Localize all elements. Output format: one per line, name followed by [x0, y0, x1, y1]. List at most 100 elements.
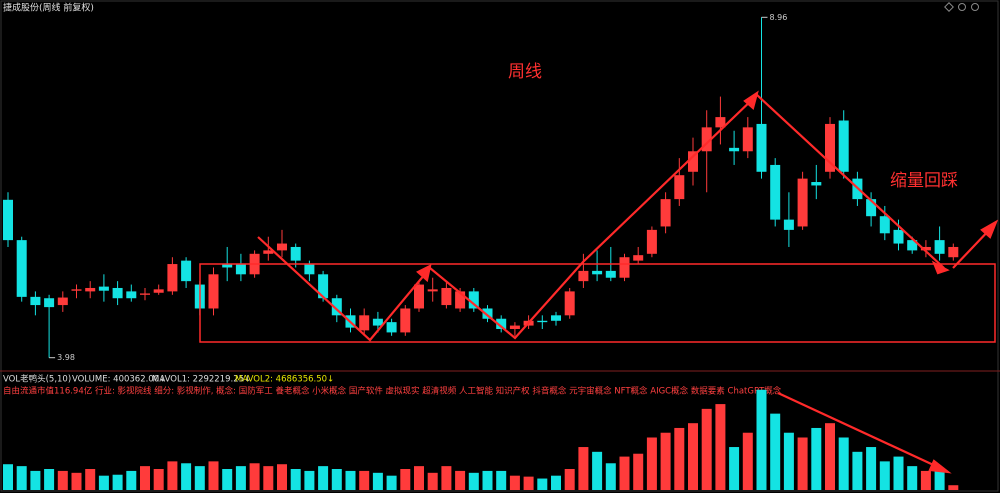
volume-bar: [16, 466, 27, 490]
volume-bar: [523, 476, 534, 490]
low-label: 3.98: [57, 353, 75, 362]
candle-body: [729, 147, 740, 152]
indicator-value: MAVOL2: 4686356.50↓: [235, 375, 334, 385]
candle-body: [907, 240, 918, 251]
candle-body: [537, 320, 548, 323]
arrowhead: [743, 90, 759, 110]
volume-bar: [660, 432, 671, 490]
volume-bar: [85, 469, 96, 490]
volume-bar: [441, 466, 452, 490]
candle-body: [98, 286, 109, 291]
candle-body: [304, 264, 315, 275]
candle-body: [44, 298, 55, 308]
candle-body: [646, 229, 657, 254]
volume-bar: [701, 408, 712, 490]
candle-body: [756, 123, 767, 172]
volume-bar: [290, 469, 301, 490]
candle-body: [838, 120, 849, 172]
candle-body: [85, 287, 96, 292]
candle-body: [578, 270, 589, 282]
candle-body: [619, 257, 630, 278]
volume-bar: [646, 437, 657, 490]
volume-bar: [729, 447, 740, 490]
candle-body: [660, 199, 671, 227]
candle-body: [290, 246, 301, 261]
candle-body: [605, 270, 616, 278]
volume-bar: [619, 456, 630, 490]
candle-body: [222, 264, 233, 268]
volume-bar: [126, 470, 137, 490]
volume-bar: [715, 404, 726, 490]
volume-bar: [742, 432, 753, 490]
candle-body: [57, 297, 68, 306]
candle-body: [509, 325, 520, 329]
candle-body: [825, 123, 835, 172]
candle-body: [482, 308, 493, 319]
volume-bar: [838, 437, 849, 490]
candle-body: [359, 315, 370, 331]
marks: 8.96 3.98: [3, 13, 959, 490]
candle-body: [948, 246, 959, 258]
candle-body: [153, 289, 164, 293]
drawings: [199, 90, 999, 474]
volume-bar: [3, 464, 13, 490]
volume-bar: [181, 463, 192, 490]
volume-bar: [372, 472, 383, 490]
volume-bar: [893, 456, 904, 490]
icon[interactable]: [958, 3, 966, 11]
candle-body: [701, 127, 712, 152]
volume-bar: [934, 469, 945, 490]
candle-body: [715, 117, 726, 128]
candle-body: [811, 182, 822, 186]
candle-body: [920, 246, 931, 251]
candle-body: [263, 250, 274, 254]
candle-body: [742, 127, 753, 152]
candle-body: [3, 199, 13, 241]
volume-bar: [167, 461, 178, 490]
indicator-name: VOL老鸭头(5,10): [3, 374, 71, 385]
icon[interactable]: [944, 2, 954, 12]
icon[interactable]: [971, 3, 979, 11]
candle-body: [372, 318, 383, 326]
volume-bar: [318, 466, 329, 490]
volume-bar: [783, 432, 794, 490]
info-line: 自由流通市值116.94亿 行业: 影视院线 细分: 影视制作, 概念: 国防军…: [3, 386, 782, 397]
volume-bar: [359, 470, 370, 490]
volume-bar: [277, 464, 287, 490]
candle-body: [126, 291, 137, 299]
volume-bar: [551, 475, 561, 490]
candle-body: [633, 255, 644, 261]
candle-body: [879, 216, 890, 234]
candle-body: [496, 318, 507, 329]
candle-body: [441, 287, 452, 306]
volume-bar: [331, 469, 342, 490]
candle-body: [16, 240, 27, 297]
volume-bar: [71, 472, 82, 490]
annotation: 周线: [508, 62, 542, 82]
candle-body: [797, 178, 808, 227]
candle-body: [934, 240, 945, 254]
candle-body: [770, 164, 781, 220]
volume-bar: [688, 423, 698, 490]
volume-bar: [208, 461, 219, 490]
volume-bar: [455, 470, 466, 490]
volume-bar: [879, 461, 890, 490]
volume-bar: [907, 466, 918, 490]
volume-bar: [249, 463, 260, 490]
arrowhead: [928, 459, 952, 474]
volume-bar: [222, 469, 233, 490]
volume-bar: [194, 466, 205, 490]
candle-body: [140, 293, 150, 295]
chart-title: 捷成股份(周线 前复权): [3, 2, 94, 14]
candle-body: [551, 315, 561, 321]
candle-body: [414, 284, 424, 309]
volume-bar: [852, 451, 863, 490]
candle-body: [167, 264, 178, 292]
volume-bar: [770, 413, 781, 490]
window-icons: [944, 2, 979, 12]
volume-arrow: [777, 392, 941, 469]
volume-bar: [304, 470, 315, 490]
